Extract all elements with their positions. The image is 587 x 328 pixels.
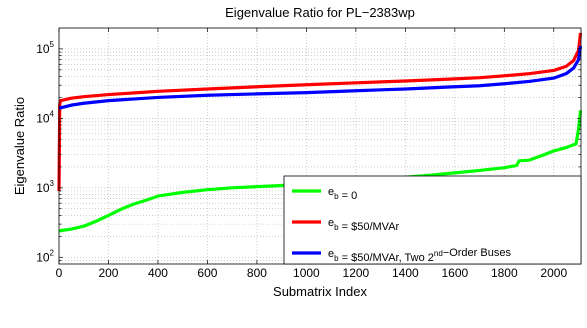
y-axis-title: Eigenvalue Ratio bbox=[12, 97, 27, 195]
y-tick-label: 102 bbox=[36, 248, 54, 264]
x-tick-label: 200 bbox=[98, 266, 118, 280]
x-tick-label: 1000 bbox=[293, 266, 320, 280]
x-tick-label: 1800 bbox=[491, 266, 518, 280]
legend-entry-1: eb = 0 bbox=[328, 186, 357, 202]
legend-entry-3: eb = $50/MVAr, Two 2nd−Order Buses bbox=[328, 247, 511, 264]
tick-labels: 0 200 400 600 800 1000 1200 1400 1600 1800 2000 102… bbox=[36, 40, 567, 280]
y-tick-label: 103 bbox=[36, 179, 54, 195]
x-tick-label: 400 bbox=[148, 266, 168, 280]
x-tick-label: 600 bbox=[197, 266, 217, 280]
legend-entry-2: eb = $50/MVAr bbox=[328, 217, 400, 233]
x-axis-title: Submatrix Index bbox=[273, 284, 367, 299]
legend-box bbox=[283, 175, 582, 265]
x-tick-label: 1600 bbox=[441, 266, 468, 280]
series-line-3 bbox=[58, 45, 583, 110]
x-tick-label: 800 bbox=[247, 266, 267, 280]
y-tick-label: 105 bbox=[36, 40, 54, 56]
legend: eb = 0 eb = $50/MVAr eb = $50/MVAr, Two 2n… bbox=[283, 175, 582, 265]
x-tick-label: 2000 bbox=[540, 266, 567, 280]
series-line-2 bbox=[57, 32, 583, 192]
x-tick-label: 1400 bbox=[392, 266, 419, 280]
chart-title: Eigenvalue Ratio for PL−2383wp bbox=[225, 5, 415, 20]
y-tick-label: 104 bbox=[36, 109, 54, 125]
x-tick-label: 1200 bbox=[343, 266, 370, 280]
x-tick-label: 0 bbox=[56, 266, 63, 280]
